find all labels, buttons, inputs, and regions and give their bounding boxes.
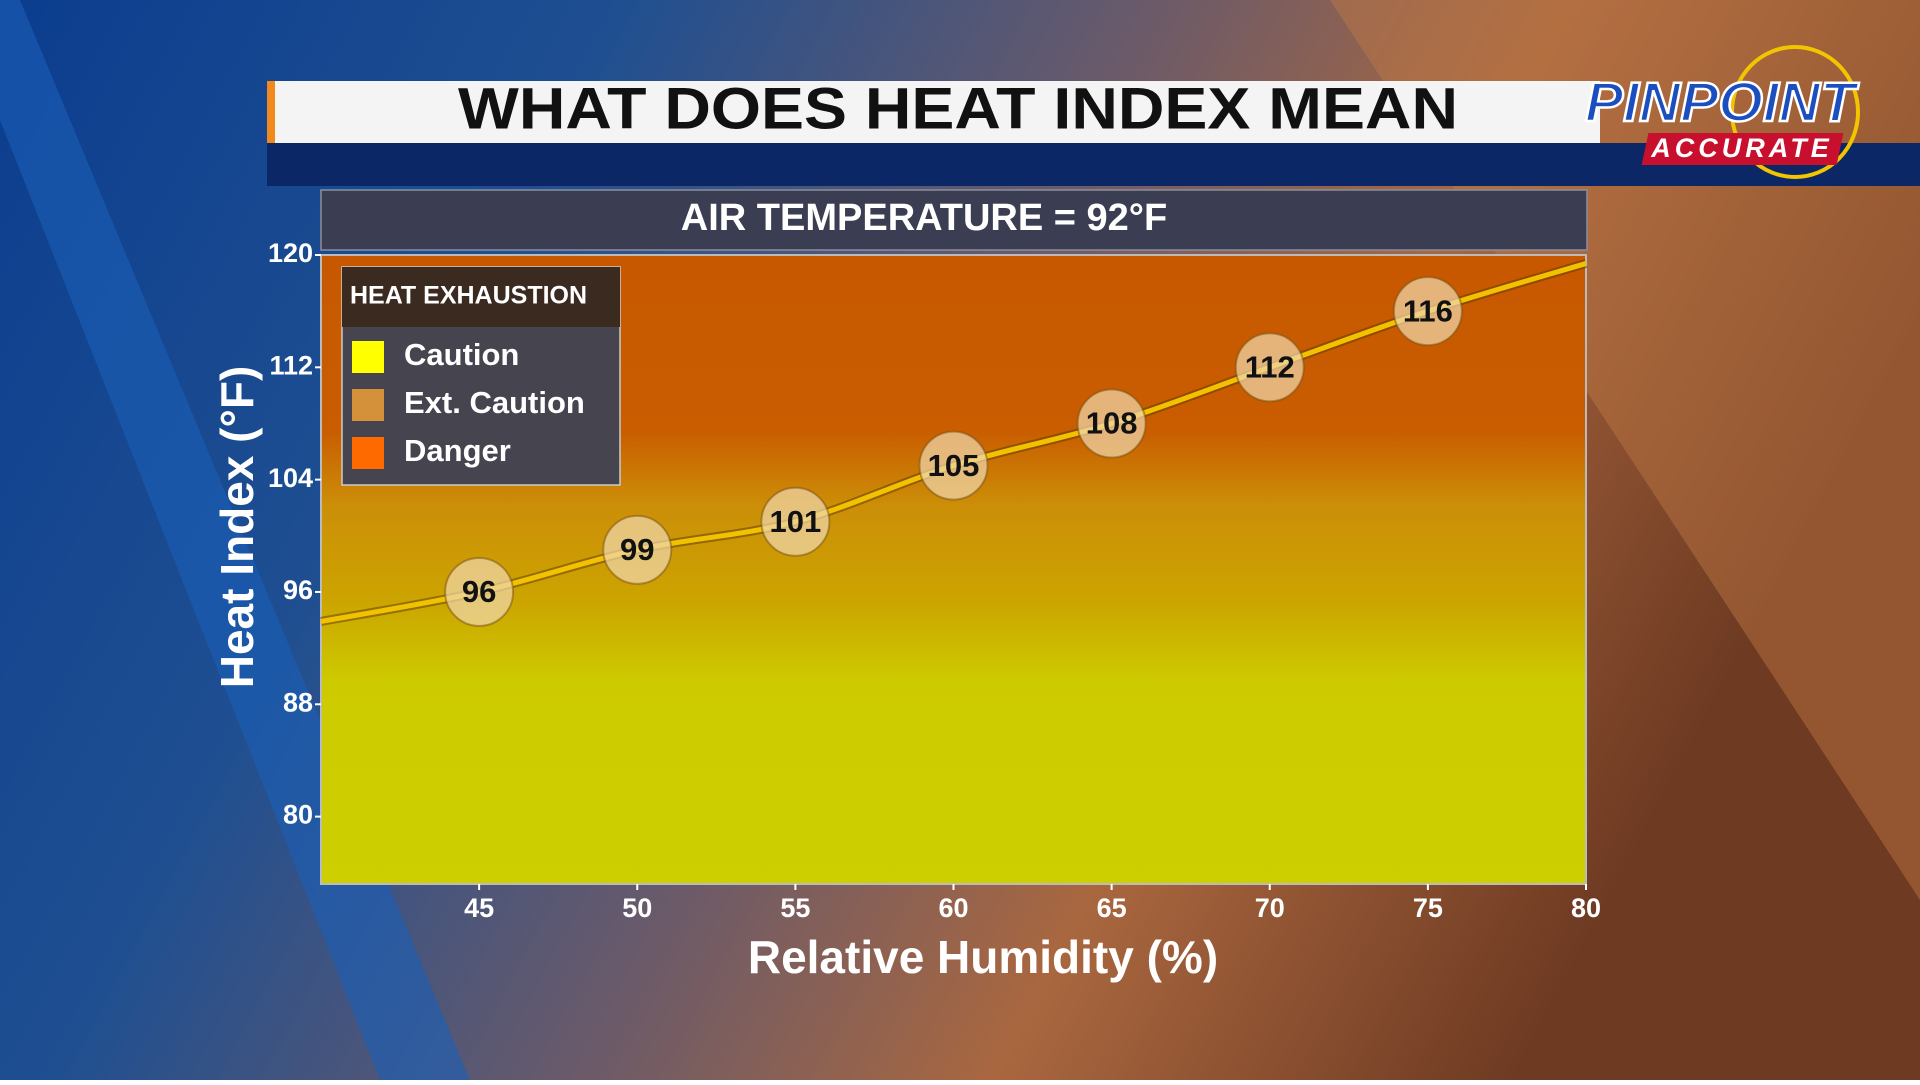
legend-title: HEAT EXHAUSTION [350,282,587,310]
data-label: 101 [770,504,822,539]
y-tick-label: 112 [269,350,313,380]
data-label: 116 [1403,293,1453,328]
y-tick-label: 80 [283,800,313,830]
title-accent [267,81,275,143]
y-axis-label: Heat Index (°F) [211,366,263,689]
logo-subtext: ACCURATE [1650,133,1833,163]
x-tick-label: 55 [780,893,810,923]
logo-text: PINPOINT [1585,70,1860,133]
legend-label: Ext. Caution [404,385,585,420]
y-tick-label: 104 [268,463,313,493]
x-tick-label: 80 [1571,893,1601,923]
data-label: 96 [462,574,496,609]
page-title: WHAT DOES HEAT INDEX MEAN [458,76,1458,141]
point-marker [1234,332,1305,403]
x-tick-label: 50 [622,893,652,923]
data-label: 108 [1086,406,1138,441]
legend-swatch [352,437,384,469]
x-tick-label: 70 [1255,893,1285,923]
point-marker [1392,276,1463,347]
logo-ring [1730,45,1860,179]
legend-swatch [352,341,384,373]
x-axis-label: Relative Humidity (%) [748,931,1218,983]
y-tick-label: 88 [283,687,313,717]
y-tick-label: 120 [268,238,313,268]
point-marker [760,486,831,557]
x-tick-label: 60 [938,893,968,923]
data-label: 99 [620,532,654,567]
chart-title: AIR TEMPERATURE = 92°F [681,197,1167,239]
logo-badge [1641,133,1844,165]
point-marker [444,556,515,627]
point-marker [918,430,989,501]
legend-label: Danger [404,433,511,468]
x-tick-label: 65 [1097,893,1127,923]
point-marker [1076,388,1147,459]
x-tick-label: 45 [464,893,494,923]
data-label: 112 [1245,350,1295,385]
x-tick-label: 75 [1413,893,1443,923]
legend-label: Caution [404,337,519,372]
legend-header [342,267,620,327]
legend-swatch [352,389,384,421]
data-label: 105 [928,448,980,483]
title-bar [267,81,1600,143]
point-marker [602,514,673,585]
y-tick-label: 96 [283,575,313,605]
chart-title-bar [320,189,1588,251]
